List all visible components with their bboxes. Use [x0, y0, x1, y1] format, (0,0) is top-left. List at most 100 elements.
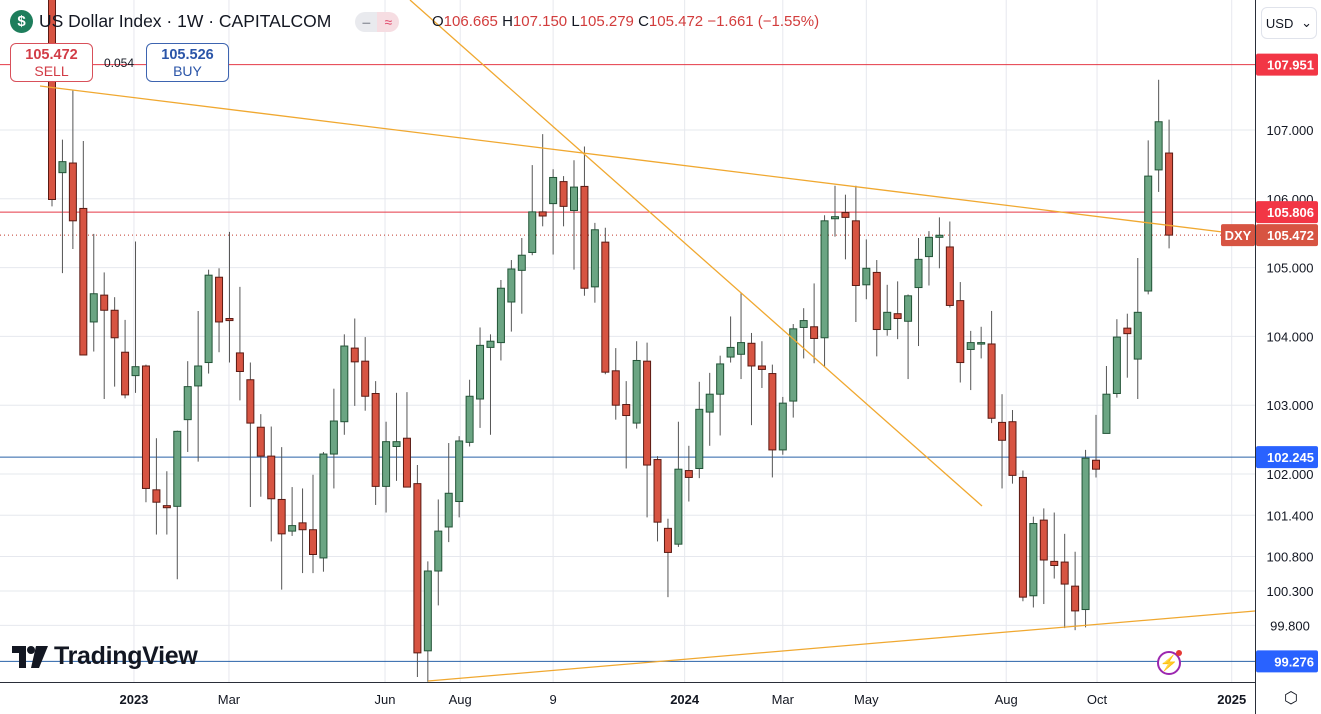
candle	[1071, 551, 1080, 631]
candle-body-up	[476, 344, 485, 400]
candle	[1165, 119, 1174, 249]
candle-body-down	[235, 352, 244, 372]
candle	[549, 169, 558, 255]
candle	[434, 499, 443, 606]
candle-body-down	[559, 181, 568, 207]
candle	[632, 341, 641, 429]
candle	[68, 90, 77, 250]
candle-body-down	[622, 404, 631, 417]
close-value: 105.472	[648, 13, 704, 30]
currency-label: USD	[1265, 15, 1294, 31]
candle	[1102, 365, 1111, 434]
candle-body-down	[643, 360, 652, 466]
currency-dropdown[interactable]: USD ⌄	[1261, 7, 1317, 39]
candle	[998, 394, 1007, 489]
last-price-label: 105.472	[1267, 228, 1314, 243]
candle	[538, 134, 547, 227]
candle-body-up	[695, 408, 704, 469]
candle-body-up	[1102, 393, 1111, 434]
level-price-tag	[1256, 53, 1318, 76]
level-price-label: 105.806	[1267, 205, 1314, 220]
candle	[89, 233, 98, 352]
candle-body-up	[58, 161, 67, 174]
candle-body-down	[1039, 519, 1048, 561]
candle-body-up	[737, 342, 746, 355]
candle-body-up	[914, 258, 923, 289]
candle	[402, 392, 411, 488]
candle	[455, 436, 464, 518]
minus-icon[interactable]: ‒	[355, 11, 378, 32]
gear-icon[interactable]: ⬡	[1284, 690, 1298, 707]
candle	[799, 308, 808, 359]
candle	[100, 272, 109, 400]
ticker-tag	[1221, 224, 1255, 247]
candle-body-down	[653, 459, 662, 523]
candle-body-up	[465, 395, 474, 443]
tradingview-logo[interactable]: TradingView	[12, 642, 198, 671]
candle	[121, 319, 130, 399]
candle	[611, 348, 620, 420]
candle-body-down	[162, 505, 171, 509]
candle-body-down	[215, 276, 224, 323]
sell-button[interactable]: 105.472 SELL	[10, 43, 93, 82]
price-tick-label: 102.000	[1267, 467, 1314, 482]
level-price-tag	[1256, 650, 1318, 673]
candle	[737, 293, 746, 380]
buy-button[interactable]: 105.526 BUY	[146, 43, 229, 82]
candle-body-up	[966, 342, 975, 350]
candle	[246, 362, 255, 508]
candle-body-up	[173, 430, 182, 507]
candle	[904, 294, 913, 380]
open-value: 106.665	[443, 13, 498, 30]
candle-body-down	[663, 527, 672, 553]
candle-body-down	[256, 426, 265, 457]
candle-body-up	[789, 328, 798, 402]
candle-body-up	[632, 359, 641, 424]
candle-body-up	[204, 274, 213, 364]
time-tick-label: Oct	[1087, 692, 1108, 707]
candle-body-down	[152, 489, 161, 503]
candle	[643, 342, 652, 518]
candle-body-up	[726, 346, 735, 358]
buy-label: BUY	[173, 63, 202, 79]
candle-body-down	[538, 211, 547, 217]
candle	[173, 430, 182, 580]
candle-body-up	[590, 229, 599, 288]
candle-body-up	[183, 386, 192, 421]
candle	[831, 185, 839, 237]
time-tick-label: Jun	[375, 692, 396, 707]
candle	[622, 381, 631, 469]
candle-body-up	[319, 453, 328, 559]
level-price-label: 99.276	[1274, 654, 1314, 669]
candle-body-down	[841, 212, 850, 218]
candle	[382, 421, 391, 513]
candle-body-down	[361, 360, 370, 397]
candle	[256, 414, 265, 497]
candle	[684, 445, 693, 502]
candle	[152, 438, 161, 535]
candle	[423, 561, 432, 682]
indicator-toggle[interactable]: ‒ ≈	[355, 11, 400, 32]
candle	[757, 341, 766, 388]
candle-body-down	[684, 470, 693, 478]
candle-body-up	[935, 234, 944, 238]
candle	[131, 241, 140, 393]
approx-icon[interactable]: ≈	[377, 11, 400, 32]
symbol-title[interactable]: US Dollar Index · 1W · CAPITALCOM	[39, 11, 332, 31]
candle-body-up	[434, 530, 443, 572]
candle-body-down	[601, 241, 610, 373]
price-tick-label: 101.400	[1267, 508, 1314, 523]
candle	[789, 324, 798, 418]
candle	[528, 165, 537, 256]
close-label: C	[638, 13, 649, 30]
candle	[1123, 313, 1132, 378]
candle-body-up	[1154, 121, 1163, 171]
candle-body-up	[507, 268, 516, 303]
candle-body-up	[528, 211, 537, 253]
candle-body-down	[277, 498, 286, 535]
lightning-icon[interactable]: ⚡	[1157, 650, 1182, 675]
candle	[966, 330, 975, 391]
high-label: H	[502, 13, 513, 30]
candle-body-down	[893, 313, 902, 320]
